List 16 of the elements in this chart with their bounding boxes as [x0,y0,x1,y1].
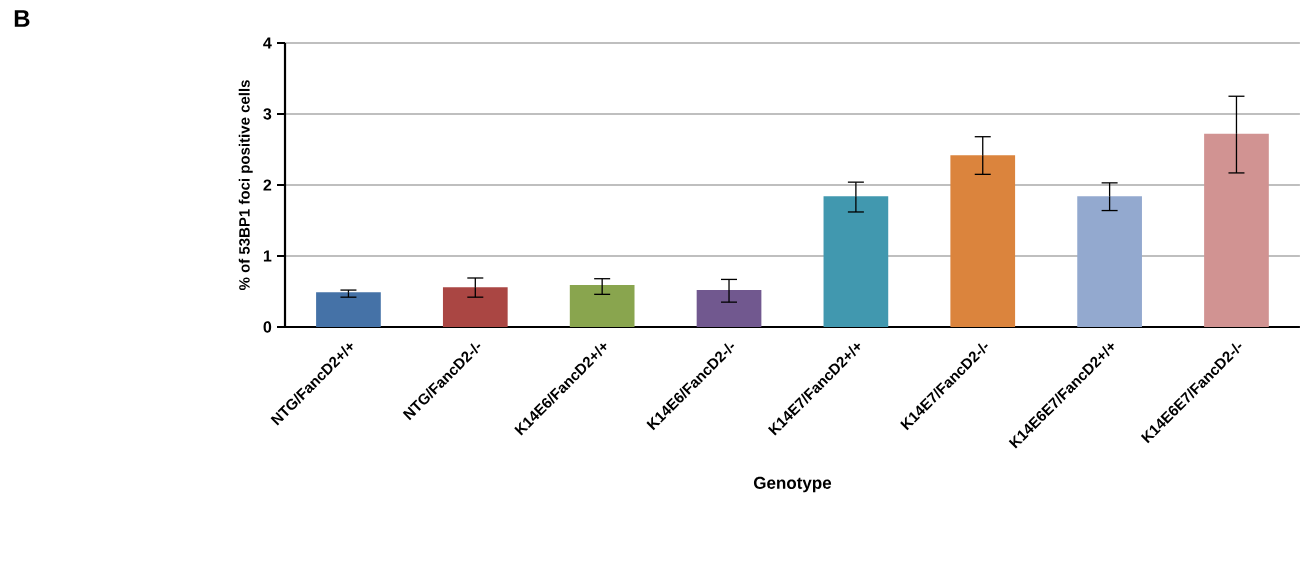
y-axis-title: % of 53BP1 foci positive cells [238,80,253,291]
bar [316,292,381,327]
y-tick-label: 4 [263,37,272,49]
y-tick-label: 2 [263,179,272,191]
text: B [14,10,30,27]
bar [696,290,762,327]
bar [950,155,1016,327]
bar [1204,133,1269,327]
y-tick-label: 3 [263,108,272,120]
x-axis-title: Genotype [753,476,832,493]
bar [442,287,508,327]
y-tick-label: 1 [263,250,272,262]
y-tick-label: 0 [263,321,272,333]
bar [569,285,635,327]
bar [1077,196,1142,327]
bar [823,196,889,327]
